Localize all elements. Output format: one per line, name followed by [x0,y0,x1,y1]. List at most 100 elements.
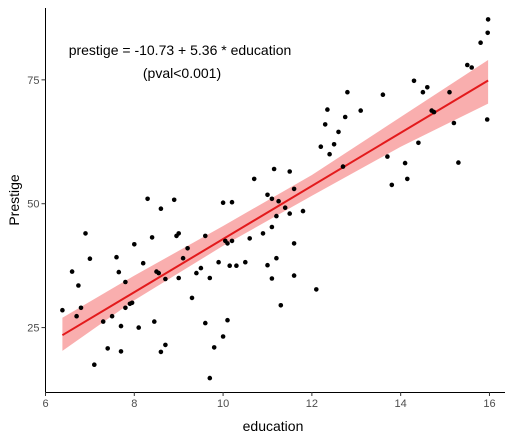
data-point [274,213,279,219]
data-point [431,109,437,115]
data-point [176,231,181,236]
data-point [116,269,122,275]
x-tick-label: 6 [42,398,48,410]
y-axis-title: Prestige [6,174,22,226]
confidence-band [62,60,489,351]
points-layer [60,17,491,381]
data-point [211,345,217,350]
data-point [420,89,426,95]
data-point [156,270,161,276]
y-tick-label: 50 [27,199,39,211]
data-point [271,166,277,172]
data-point [251,176,257,182]
data-point [76,283,81,288]
x-tick-label: 8 [131,398,137,410]
data-point [385,154,390,159]
data-point [456,160,461,165]
data-point [478,40,483,45]
data-point [265,192,270,198]
data-point [331,142,337,147]
data-point [402,160,408,166]
data-point [265,262,270,268]
data-point [243,259,248,265]
data-point [485,17,491,22]
data-point [105,346,110,351]
data-point [158,206,164,211]
data-point [276,198,281,204]
data-point [291,273,297,278]
data-point [225,241,230,246]
data-point [78,305,84,311]
data-point [129,300,135,306]
data-point [247,236,252,241]
data-point [287,211,293,216]
data-point [60,307,65,313]
data-point [163,276,168,282]
regression-line [61,79,489,337]
data-point [291,241,297,246]
data-point [225,317,230,323]
data-point [269,224,275,230]
data-point [118,349,124,354]
data-point [287,169,293,174]
data-point [176,275,181,281]
x-axis-title: education [243,418,304,434]
data-point [203,320,208,326]
data-point [220,334,226,339]
data-point [291,186,297,192]
data-point [152,319,157,324]
data-point [325,107,330,112]
data-point [145,196,150,202]
x-tick-label: 10 [217,398,229,410]
data-point [163,342,168,348]
data-point [136,325,141,330]
data-point [358,108,364,113]
data-point [269,196,275,202]
data-point [100,319,106,324]
data-point [216,259,221,265]
data-point [118,323,124,329]
data-point [345,89,350,95]
data-point [260,231,266,236]
y-tick-label: 75 [27,75,39,87]
data-point [140,260,146,266]
data-point [278,303,284,308]
data-point [229,238,235,244]
data-point [132,242,137,247]
data-point [185,246,190,251]
data-point [171,197,177,203]
data-point [389,182,395,188]
data-point [380,92,386,97]
regression-pvalue: (pval<0.001) [143,65,221,81]
x-tick-label: 14 [395,398,407,410]
data-point [274,255,279,261]
data-point [87,256,93,262]
ticks-layer: 6 8 10 12 14 16 25 50 75 [27,75,495,410]
data-point [234,263,239,269]
data-point [203,233,208,239]
data-point [447,89,452,95]
fit-line-layer [61,79,489,337]
data-point [342,114,348,120]
data-point [194,270,199,276]
data-point [207,375,213,381]
data-point [340,164,346,169]
data-point [69,269,75,274]
data-point [465,62,470,68]
data-point [123,305,128,311]
data-point [451,120,457,126]
data-point [227,263,232,269]
x-tick-label: 12 [306,398,318,410]
data-point [425,85,430,90]
data-point [469,65,475,70]
data-point [411,78,417,84]
data-point [207,275,213,281]
data-point [74,313,79,319]
data-point [314,287,319,292]
data-point [92,362,97,368]
data-point [327,151,332,157]
data-point [336,129,341,135]
data-point [83,231,88,236]
data-point [229,199,235,205]
